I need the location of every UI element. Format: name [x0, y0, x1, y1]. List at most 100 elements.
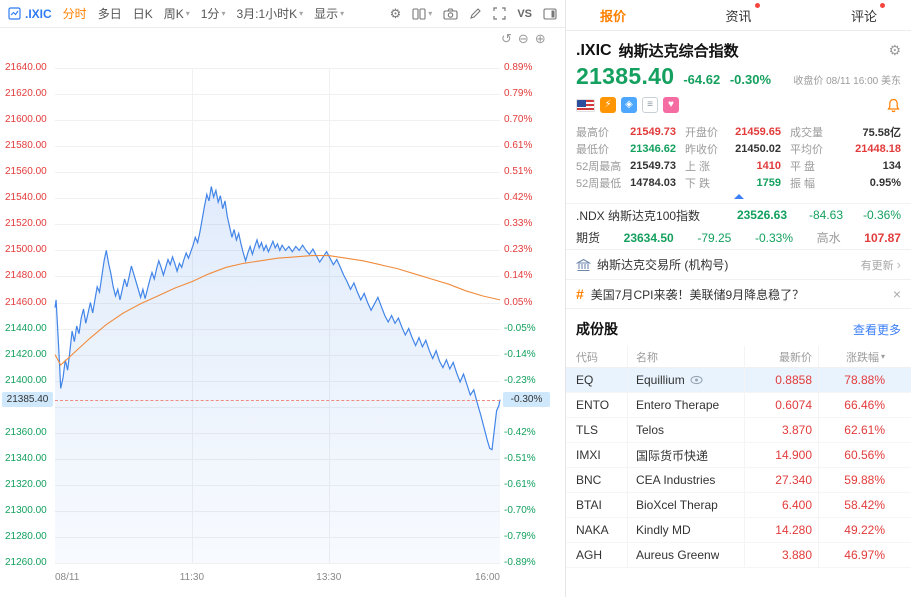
stock-row[interactable]: NAKA Kindly MD 14.280 49.22%	[566, 518, 911, 543]
stock-last-price: 27.340	[745, 468, 819, 492]
panel-tab[interactable]: 资讯	[725, 2, 760, 25]
quote-stats-grid: 最高价 21549.73 开盘价 21459.65 成交量 75.58亿 最低价…	[566, 116, 911, 191]
stock-row[interactable]: IMXI 国际货币快递 14.900 60.56%	[566, 443, 911, 468]
exchange-account-row[interactable]: 纳斯达克交易所 (机构号) 有更新 ›	[566, 249, 911, 279]
stat-cell: 52周最高 21549.73	[576, 159, 676, 173]
price-axis-label: 21580.00	[5, 140, 47, 152]
panel-toggle-icon[interactable]	[543, 7, 557, 20]
futures-change: -79.25	[697, 230, 732, 245]
stat-label: 最低价	[576, 143, 609, 156]
grid-line-horizontal	[55, 276, 500, 278]
price-line	[54, 186, 501, 451]
stat-cell: 昨收价 21450.02	[685, 142, 781, 156]
zoom-in-icon[interactable]: ⊕	[534, 31, 546, 46]
grid-line-horizontal	[55, 432, 500, 434]
stock-last-price: 3.880	[745, 543, 819, 567]
draw-pencil-icon[interactable]	[469, 7, 482, 20]
panel-tab[interactable]: 评论	[851, 2, 885, 25]
symbol-tab-label: .IXIC	[25, 6, 52, 21]
stat-label: 下 跌	[685, 177, 711, 190]
list-badge-icon[interactable]: ≡	[642, 97, 658, 113]
stock-row[interactable]: EQ Equillium 0.8858 78.88%	[566, 368, 911, 393]
chevron-down-icon: ▾	[299, 9, 304, 18]
futures-row[interactable]: 期货 23634.50 -79.25 -0.33% 高水 107.87	[566, 226, 911, 249]
announcement-text[interactable]: 美国7月CPI来袭！美联储9月降息稳了？	[590, 287, 805, 302]
stock-name: 国际货币快递	[628, 443, 745, 467]
grid-line-horizontal	[55, 510, 500, 512]
stock-row[interactable]: AGH Aureus Greenw 3.880 46.97%	[566, 543, 911, 568]
stock-row[interactable]: BNC CEA Industries 27.340 59.88%	[566, 468, 911, 493]
stat-label: 平均价	[790, 143, 823, 156]
related-index-row[interactable]: .NDX 纳斯达克100指数 23526.63 -84.63 -0.36%	[566, 203, 911, 226]
period-option[interactable]: 多日	[97, 7, 122, 21]
announcement-row: # 美国7月CPI来袭！美联储9月降息稳了？ ×	[566, 279, 911, 309]
premium-value: 107.87	[864, 230, 901, 245]
grid-line-horizontal	[55, 250, 500, 252]
quote-settings-icon[interactable]: ⚙	[888, 42, 901, 58]
panel-tab[interactable]: 报价	[600, 8, 627, 24]
reset-zoom-icon[interactable]: ↺	[501, 31, 512, 46]
stock-row[interactable]: BTAI BioXcel Therap 6.400 58.42%	[566, 493, 911, 518]
period-option[interactable]: 1分 ▾	[200, 7, 226, 21]
price-axis-label: 21620.00	[5, 88, 47, 100]
stock-row[interactable]: ENTO Entero Therape 0.6074 66.46%	[566, 393, 911, 418]
chevron-down-icon: ▾	[185, 9, 190, 18]
stat-cell: 平均价 21448.18	[790, 142, 901, 156]
grid-line-horizontal	[55, 354, 500, 356]
price-axis-label: 21340.00	[5, 452, 47, 464]
period-option[interactable]: 3月:1小时K ▾	[236, 7, 304, 21]
stat-label: 成交量	[790, 126, 823, 139]
stock-code: AGH	[566, 543, 628, 567]
index-code: .NDX	[576, 208, 605, 223]
quote-badges-row: ⚡ ◈ ≡ ♥	[566, 90, 911, 116]
stat-value: 134	[882, 159, 901, 172]
layout-selector[interactable]: ▾	[412, 7, 432, 20]
price-axis-label: 21600.00	[5, 114, 47, 126]
stock-change-percent: 60.56%	[844, 448, 885, 462]
grid-line-horizontal	[55, 406, 500, 408]
stock-code: BNC	[566, 468, 628, 492]
stat-label: 振 幅	[790, 177, 816, 190]
view-more-link[interactable]: 查看更多	[852, 322, 901, 337]
stock-name: Equillium	[628, 368, 745, 392]
toolbar-icons: ⚙ ▾ VS	[390, 6, 557, 22]
layout-icon	[412, 7, 426, 20]
fullscreen-icon[interactable]	[493, 7, 506, 20]
stat-label: 52周最低	[576, 177, 622, 190]
tag-badge-icon[interactable]: ◈	[621, 97, 637, 113]
column-header-change-sort[interactable]: 涨跌幅 ▾	[845, 351, 885, 364]
percent-axis-label: 0.89%	[504, 62, 533, 73]
grid-line-vertical	[191, 68, 193, 563]
percent-axis-label: -0.79%	[504, 530, 536, 542]
alert-bell-icon[interactable]	[886, 98, 901, 113]
intraday-chart[interactable]: 21385.40 -0.30% ↺ ⊖ ⊕ 21640.00 0.89% 21620…	[0, 28, 565, 597]
zoom-out-icon[interactable]: ⊖	[517, 31, 529, 46]
close-icon[interactable]: ×	[892, 286, 901, 302]
lightning-badge-icon[interactable]: ⚡	[600, 97, 616, 113]
screenshot-camera-icon[interactable]	[443, 7, 458, 20]
stat-value: 21450.02	[735, 142, 781, 155]
bank-building-icon	[576, 258, 591, 271]
components-table: EQ Equillium 0.8858 78.88% ENTO	[566, 368, 911, 597]
period-selector: 分时 多日 日K 周K ▾	[63, 5, 345, 22]
period-option[interactable]: 显示 ▾	[314, 7, 345, 21]
compare-vs-button[interactable]: VS	[517, 7, 532, 20]
period-option[interactable]: 分时	[62, 7, 87, 21]
collapse-stats-button[interactable]	[566, 191, 911, 203]
period-option[interactable]: 周K ▾	[163, 7, 190, 21]
stock-last-price: 0.6074	[745, 393, 819, 417]
current-percent-axis-badge: -0.30%	[503, 392, 550, 408]
quote-price-row: 21385.40 -64.62 -0.30% 收盘价 08/11 16:00 美…	[566, 61, 911, 90]
stock-row[interactable]: TLS Telos 3.870 62.61%	[566, 418, 911, 443]
chevron-down-icon: ▾	[340, 9, 345, 18]
period-option[interactable]: 日K	[132, 7, 153, 21]
percent-axis-label: 0.33%	[504, 218, 533, 230]
symbol-tab[interactable]: .IXIC	[8, 7, 52, 21]
stat-cell: 开盘价 21459.65	[685, 125, 781, 139]
stock-code: ENTO	[566, 393, 628, 417]
stat-value: 1759	[756, 176, 781, 189]
chart-settings-icon[interactable]: ⚙	[389, 5, 402, 21]
stat-value: 21549.73	[630, 125, 676, 138]
grid-line-horizontal	[55, 198, 500, 200]
heart-badge-icon[interactable]: ♥	[663, 97, 679, 113]
